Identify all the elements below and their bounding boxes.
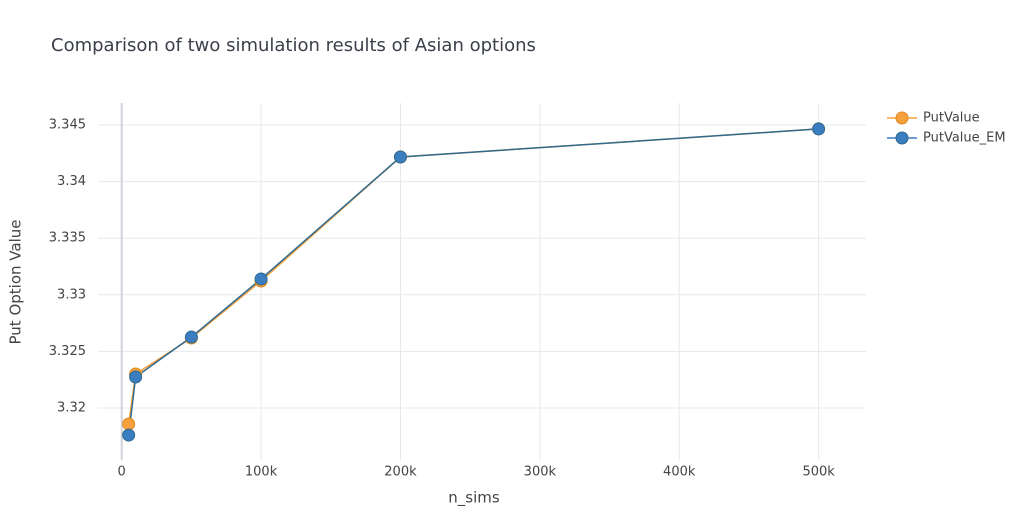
y-axis-label: Put Option Value [7, 220, 25, 345]
x-axis-label: n_sims [448, 489, 500, 508]
chart-title: Comparison of two simulation results of … [51, 35, 536, 56]
series-line [127, 128, 819, 436]
x-tick-label: 300k [524, 465, 557, 480]
legend-marker [895, 131, 909, 145]
legend-label: PutValue [923, 111, 980, 126]
x-tick-label: 500k [802, 465, 835, 480]
x-tick-label: 0 [118, 465, 126, 480]
marker [812, 122, 826, 136]
y-tick-label: 3.32 [57, 401, 86, 416]
y-tick-label: 3.325 [49, 344, 86, 359]
x-tick-label: 100k [245, 465, 278, 480]
marker [122, 417, 136, 431]
marker [254, 272, 268, 286]
marker [122, 428, 136, 442]
y-tick-label: 3.335 [49, 231, 86, 246]
y-tick-label: 3.34 [57, 174, 86, 189]
x-tick-label: 400k [663, 465, 696, 480]
x-tick-label: 200k [384, 465, 417, 480]
legend-label: PutValue_EM [923, 131, 1006, 146]
marker [129, 370, 143, 384]
marker [184, 330, 198, 344]
y-tick-label: 3.33 [57, 287, 86, 302]
y-tick-label: 3.345 [49, 117, 86, 132]
legend-marker [895, 111, 909, 125]
marker [393, 150, 407, 164]
